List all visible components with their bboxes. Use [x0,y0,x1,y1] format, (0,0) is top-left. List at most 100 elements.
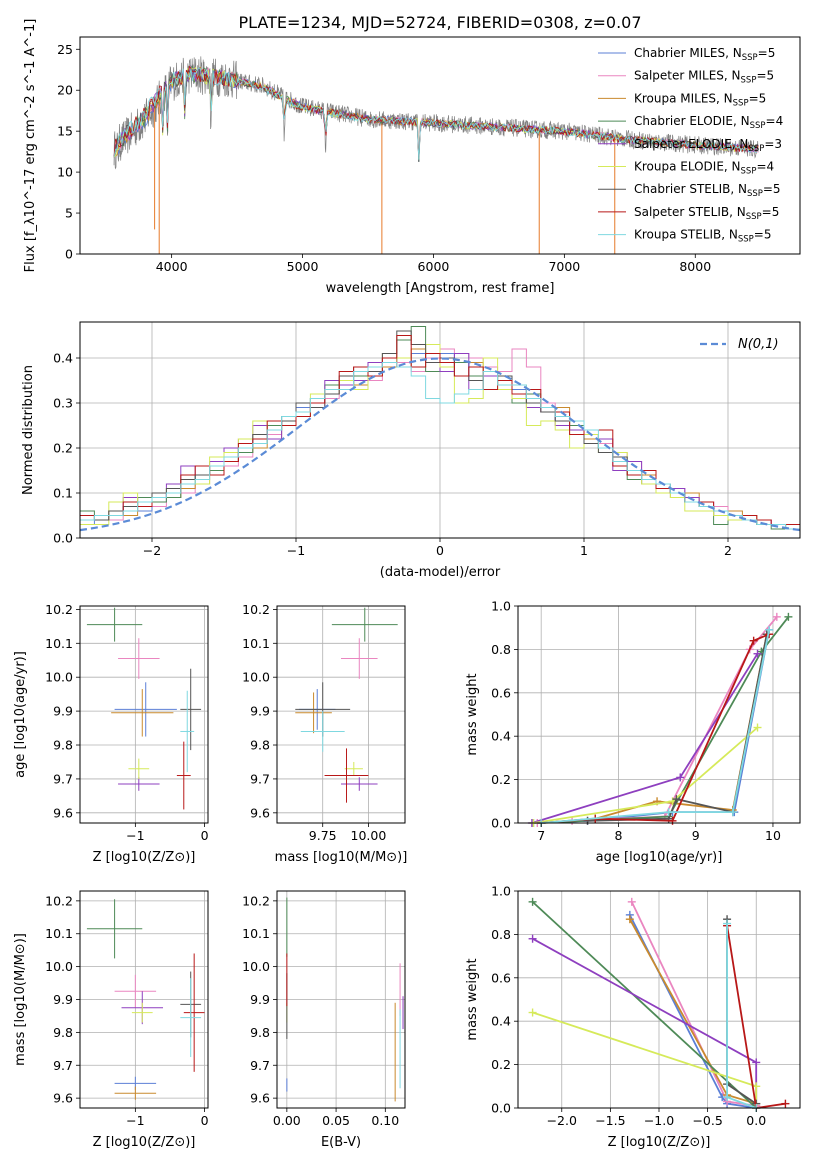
x-tick-label: 9 [692,828,700,843]
y-tick-label: 0.0 [491,816,511,831]
error-bar-point [86,607,143,642]
y-tick-label: 9.7 [53,1058,73,1073]
y-tick-label: 9.7 [250,771,270,786]
x-tick-label: 0.0 [746,1113,766,1128]
error-bar-point [118,777,160,791]
y-tick-label: 9.9 [250,992,270,1007]
error-bar-point [114,974,157,1008]
error-bar-point [180,690,195,773]
legend-entry: Kroupa ELODIE, NSSP=4 [634,160,774,177]
y-tick-label: 10.1 [45,636,73,651]
y-tick-label: 10.1 [242,926,270,941]
plus-marker [749,636,758,645]
legend-label: Salpeter MILES, N [634,69,741,83]
error-bar-point [114,1086,157,1100]
legend-tail: =5 [762,205,780,219]
y-tick-label: 0.1 [53,486,73,501]
x-axis-label: Z [log10(Z/Z⊙)] [93,850,196,865]
error-bar-point [300,711,345,752]
legend-entry: Kroupa STELIB, NSSP=5 [634,228,772,245]
y-tick-label: 1.0 [491,599,511,614]
mass-weight-vs-age-panel: 7 8 9 10 0.0 0.2 0.4 0.6 0.8 1.0 age [log10(age/yr… [465,599,801,865]
legend-sub: SSP [750,121,766,131]
x-axis-label: Z [log10(Z/Z⊙)] [93,1135,196,1150]
age-vs-metallicity-panel: −1 0 9.6 9.7 9.8 9.9 10.0 10.1 10.2 Z [log10(Z/Z⊙… [13,602,209,865]
x-tick-label: −0.5 [692,1113,722,1128]
y-tick-label: 0.4 [53,351,73,366]
x-tick-label: 2 [724,543,732,558]
legend-sub: SSP [733,98,749,108]
y-tick-label: 9.6 [53,805,73,820]
y-tick-label: 10.2 [45,602,73,617]
plus-marker [528,934,537,943]
histogram-step [79,335,800,538]
error-bar-point [341,638,378,679]
residual-histogram-panel: −2 −1 0 1 2 0.0 0.1 0.2 0.3 0.4 (data-model)/error… [21,321,801,580]
legend-tail: =5 [763,182,781,196]
plus-marker [772,612,781,621]
x-tick-label: 0 [436,543,444,558]
mass-weight-series-line [628,914,757,1109]
axes-frame [276,605,406,824]
legend-label: Kroupa MILES, N [634,91,733,105]
y-tick-label: 10.2 [242,602,270,617]
y-tick-label: 9.8 [53,738,73,753]
error-bar-point [114,682,177,737]
legend-sub: SSP [738,235,754,245]
mass-weight-series-line [629,918,757,1105]
mass-weight-series-line [537,616,778,824]
error-bar-point [111,689,174,737]
legend-sub: SSP [741,167,757,177]
y-tick-label: 0.4 [491,729,511,744]
normal-distribution-curve [79,357,801,532]
x-tick-label: 7 [537,828,545,843]
error-bar-point [86,899,143,959]
y-tick-label: 9.8 [250,738,270,753]
y-tick-label: 0.8 [491,642,511,657]
x-tick-label: 1 [580,543,588,558]
y-axis-label: age [log10(age/yr)] [13,651,28,778]
y-tick-label: 0.0 [491,1101,511,1116]
x-tick-label: 5000 [287,259,319,274]
x-tick-label: 10.00 [351,828,387,843]
y-tick-label: 9.7 [53,771,73,786]
x-tick-label: −1.5 [595,1113,625,1128]
error-bar-point [331,607,398,642]
legend-tail: =5 [754,228,772,242]
plus-marker [753,723,762,732]
plus-marker [627,897,636,906]
y-tick-label: 0.2 [491,772,511,787]
mass-weight-vs-metallicity-panel: −2.0 −1.5 −1.0 −0.5 0.0 0.0 0.2 0.4 0.6 0.8 1.0 Z [… [465,884,801,1150]
y-tick-label: 10.0 [242,670,270,685]
x-axis-label: age [log10(age/yr)] [596,850,723,865]
legend-entry: Chabrier ELODIE, NSSP=4 [634,114,783,131]
mass-vs-ebv-panel: 0.00 0.05 0.10 9.6 9.7 9.8 9.9 10.0 10.1 10.2 E(B-… [242,890,406,1150]
y-tick-label: 9.6 [250,1091,270,1106]
y-tick-label: 0.3 [53,396,73,411]
x-axis-label: wavelength [Angstrom, rest frame] [326,281,555,296]
y-tick-label: 10.0 [242,959,270,974]
error-bar-point [183,953,205,1072]
y-tick-label: 10.0 [45,670,73,685]
error-bar-point [344,761,363,776]
y-tick-label: 0.2 [491,1057,511,1072]
y-tick-label: 10.2 [45,893,73,908]
plus-marker [728,808,737,817]
model-spectrum-line [113,65,759,158]
y-axis-label: mass weight [465,673,480,755]
y-tick-label: 1.0 [491,884,511,899]
legend-tail: =5 [756,69,774,83]
x-tick-label: −2 [143,543,161,558]
legend-label: Chabrier STELIB, N [634,182,747,196]
y-tick-label: 9.7 [250,1058,270,1073]
mass-vs-metallicity-panel: −1 0 9.6 9.7 9.8 9.9 10.0 10.1 10.2 Z [log10(Z/Z⊙… [13,890,209,1150]
plus-marker [528,1008,537,1017]
legend-label: Kroupa ELODIE, N [634,160,741,174]
y-tick-label: 0.6 [491,685,511,700]
x-tick-label: −1 [287,543,305,558]
legend-tail: =5 [758,46,776,60]
legend-entry: Salpeter STELIB, NSSP=5 [634,205,779,222]
legend-sub: SSP [742,53,758,63]
